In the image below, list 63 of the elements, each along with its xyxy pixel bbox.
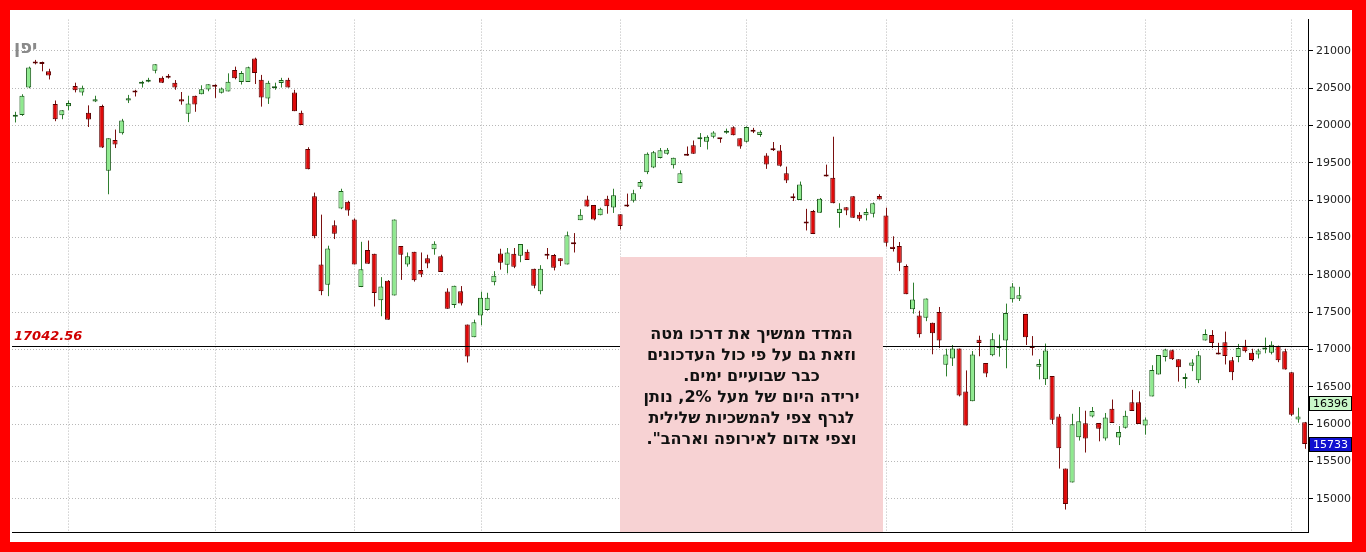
candlestick (537, 264, 543, 295)
candlestick (1082, 410, 1088, 454)
candlestick (1222, 331, 1228, 365)
y-tick-label: 20500 (1316, 81, 1351, 95)
candlestick (949, 344, 955, 367)
candlestick (896, 241, 902, 272)
y-tick-label: 16500 (1316, 379, 1351, 393)
candlestick (379, 276, 383, 317)
y-tick-label: 19500 (1316, 155, 1351, 169)
candlestick (1116, 425, 1122, 446)
candlestick (976, 335, 982, 357)
candlestick (478, 291, 484, 326)
y-tick-label: 20000 (1316, 118, 1351, 132)
candlestick (644, 151, 650, 175)
candlestick (398, 245, 404, 281)
candlestick (517, 243, 523, 263)
candlestick (1076, 406, 1082, 442)
candlestick (1235, 343, 1241, 363)
candlestick (1135, 390, 1142, 425)
annotation: המדד ממשיך את דרכו מטה וזאת גם על פי כול העדכונים כבר שבועיים ימים. ירידה היום של מעל 2%, נותן לגרף צפי להמשכיות שלילית וצפי אדום לאירופה וארהב". (620, 257, 883, 533)
text: 15733 (1309, 437, 1352, 452)
y-tick-label: 16000 (1316, 417, 1351, 431)
candlestick (910, 282, 916, 315)
candlestick (830, 136, 836, 204)
candlestick (1195, 350, 1201, 384)
candlestick (19, 93, 25, 117)
candlestick (497, 248, 504, 271)
candlestick (1023, 313, 1029, 346)
candlestick (943, 348, 949, 377)
y-tick-label: 17000 (1316, 342, 1351, 356)
candlestick (1229, 356, 1235, 381)
candlestick (610, 188, 617, 214)
text: יפן (14, 36, 38, 57)
candlestick (504, 247, 510, 274)
candlestick (331, 219, 337, 240)
candlestick (266, 80, 270, 105)
candlestick (185, 95, 191, 123)
candlestick (52, 100, 58, 122)
candlestick (252, 57, 258, 85)
y-tick-label: 19000 (1316, 193, 1351, 207)
candlestick (258, 74, 264, 108)
text: 16396 (1309, 396, 1352, 411)
candlestick (112, 129, 118, 149)
y-tick-label: 17500 (1316, 305, 1351, 319)
candlestick (916, 310, 922, 339)
candlestick (810, 209, 816, 235)
candlestick (1009, 282, 1015, 303)
candlestick (511, 247, 517, 269)
ref-line-label: 17042.56 (14, 328, 83, 344)
y-tick-label: 18500 (1316, 230, 1351, 244)
candlestick (1036, 358, 1042, 380)
candlestick (85, 104, 91, 128)
candlestick (1103, 412, 1107, 442)
candlestick (1129, 389, 1135, 412)
y-tick-label: 18000 (1316, 267, 1351, 281)
y-tick-label: 15000 (1316, 491, 1351, 505)
candlestick (418, 251, 424, 278)
candlestick (777, 144, 783, 168)
candlestick (1109, 399, 1115, 424)
candlestick (358, 241, 364, 288)
candlestick (458, 285, 464, 306)
y-tick-label: 15500 (1316, 454, 1351, 468)
y-tick-label: 21000 (1316, 43, 1351, 57)
